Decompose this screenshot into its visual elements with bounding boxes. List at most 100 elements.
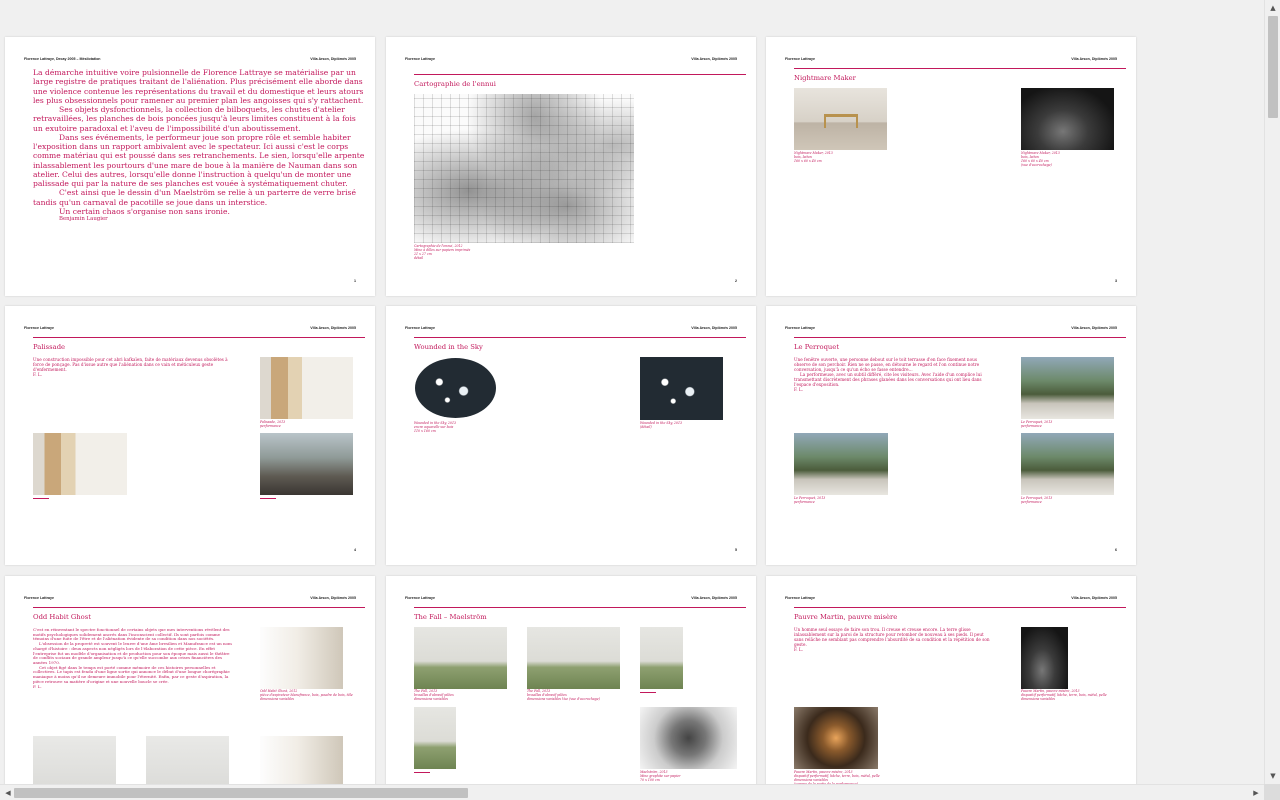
header-rule	[414, 607, 746, 608]
page-3: Florence Lattraye Villa Arson, Diplômés …	[766, 37, 1136, 296]
page-2: Florence Lattraye Villa Arson, Diplômés …	[386, 37, 756, 296]
header-rule	[794, 607, 1126, 608]
page-header-left: Florence Lattraye	[785, 57, 815, 61]
artwork-image	[640, 357, 723, 420]
page-title: Le Perroquet	[794, 343, 840, 351]
page-number: 6	[1115, 548, 1117, 552]
artwork-image	[640, 627, 683, 689]
caption-rule	[414, 772, 430, 773]
intro-paragraph: Un certain chaos s'organise non sans iro…	[59, 206, 230, 216]
artwork-caption: Pauvre Martin, pauvre misère, 2013 dispos…	[794, 770, 880, 784]
page-header-left: Florence Lattraye	[785, 326, 815, 330]
artwork-caption: Wounded in the Sky, 2013 (détail)	[640, 421, 683, 429]
vertical-scroll-thumb[interactable]	[1268, 16, 1278, 118]
intro-paragraph: Dans ses événements, le performeur joue …	[33, 132, 365, 188]
intro-paragraph: C'est ainsi que le dessin d'un Maelström…	[33, 188, 356, 207]
artwork-image	[1021, 627, 1068, 689]
page-header-left: Florence Lattraye	[785, 596, 815, 600]
artwork-image	[33, 433, 127, 495]
page-header-left: Florence Lattraye	[405, 57, 435, 61]
scrollbar-corner	[1264, 784, 1280, 800]
page-number: 5	[735, 548, 737, 552]
page-7: Florence Lattraye Villa Arson, Diplômés …	[5, 576, 375, 784]
artwork-text: Une fenêtre ouverte, une personne debout…	[794, 357, 982, 392]
artwork-caption: Maelström, 2013 Mine graphite sur papier 7…	[640, 770, 681, 782]
page-title: Wounded in the Sky	[414, 343, 483, 351]
artwork-image	[1021, 357, 1114, 419]
artwork-image	[527, 627, 620, 689]
artwork-caption: Le Perroquet, 2013 performance	[1021, 420, 1053, 428]
artwork-image	[146, 736, 229, 784]
artwork-caption: Nightmare Maker, 2013 bois, laiton 160 x 6…	[794, 151, 833, 163]
page-header-right: Villa Arson, Diplômés 2005	[691, 57, 737, 61]
author-name: Benjamin Laugier	[59, 216, 108, 222]
header-rule	[794, 68, 1126, 69]
scroll-left-arrow-icon[interactable]: ◀	[5, 789, 11, 797]
artwork-image	[260, 357, 353, 419]
page-header-right: Villa Arson, Diplômés 2005	[691, 596, 737, 600]
artwork-image	[794, 707, 878, 769]
scroll-up-arrow-icon[interactable]: ▲	[1270, 4, 1276, 12]
page-title: Cartographie de l'ennui	[414, 80, 496, 88]
page-6: Florence Lattraye Villa Arson, Diplômés …	[766, 306, 1136, 565]
scroll-right-arrow-icon[interactable]: ▶	[1253, 789, 1259, 797]
page-title: Odd Habit Ghost	[33, 613, 91, 621]
artwork-caption: Cartographie de l'ennui, 2012 Mine à dill…	[414, 244, 471, 260]
caption-rule	[640, 692, 656, 693]
header-rule	[33, 337, 365, 338]
horizontal-scroll-thumb[interactable]	[14, 788, 468, 798]
vertical-scrollbar[interactable]: ▲ ▼	[1264, 0, 1280, 784]
caption-rule	[33, 498, 49, 499]
artwork-image	[260, 627, 343, 689]
document-viewer[interactable]: Florence Lattraye, Decay 2005 – Mésilota…	[0, 0, 1264, 784]
artwork-caption: Palissade, 2013 performance	[260, 420, 286, 428]
artwork-caption: Pauvre Martin, pauvre misère, 2013 dispos…	[1021, 689, 1107, 701]
artwork-image	[260, 433, 353, 495]
artwork-caption: Le Perroquet, 2013 performance	[1021, 496, 1053, 504]
page-header-right: Villa Arson, Diplômés 2005	[1071, 57, 1117, 61]
artwork-image	[33, 736, 116, 784]
page-number: 4	[354, 548, 356, 552]
artwork-text: Une construction impossible pour cet abr…	[33, 357, 228, 377]
page-9: Florence Lattraye Villa Arson, Diplômés …	[766, 576, 1136, 784]
horizontal-scrollbar[interactable]: ◀ ▶	[0, 784, 1264, 800]
artwork-caption: The Fall, 2013 brouillas d'abrasif pilées…	[414, 689, 454, 701]
intro-paragraph: Ses objets dysfonctionnels, la collectio…	[33, 105, 356, 133]
page-5: Florence Lattraye Villa Arson, Diplômés …	[386, 306, 756, 565]
artwork-text: C'est en réinventant le spectre fonction…	[33, 627, 232, 689]
page-header-left: Florence Lattraye	[24, 326, 54, 330]
artwork-image	[640, 707, 737, 769]
header-rule	[414, 337, 746, 338]
intro-text: La démarche intuitive voire pulsionnelle…	[33, 68, 367, 223]
page-header-left: Florence Lattraye	[405, 326, 435, 330]
artwork-text: Un homme seul essaye de faire son trou. …	[794, 627, 990, 652]
page-header-right: Villa Arson, Diplômés 2005	[1071, 596, 1117, 600]
page-title: Palissade	[33, 343, 66, 351]
page-header-right: Villa Arson, Diplômés 2005	[1071, 326, 1117, 330]
header-rule	[33, 607, 365, 608]
page-title: Pauvre Martin, pauvre misère	[794, 613, 898, 621]
page-header-left: Florence Lattraye	[24, 596, 54, 600]
artwork-image	[1021, 88, 1114, 150]
header-rule	[794, 337, 1126, 338]
artwork-caption: Nightmare Maker, 2013 bois, laiton 160 x 6…	[1021, 151, 1060, 167]
artwork-image	[794, 433, 888, 495]
page-header-left: Florence Lattraye, Decay 2005 – Mésilota…	[24, 57, 101, 61]
artwork-caption: Wounded in the Sky, 2013 encre aquarelle …	[414, 421, 457, 433]
page-4: Florence Lattraye Villa Arson, Diplômés …	[5, 306, 375, 565]
caption-rule	[260, 498, 276, 499]
artwork-image	[414, 94, 634, 243]
page-1: Florence Lattraye, Decay 2005 – Mésilota…	[5, 37, 375, 296]
page-header-right: Villa Arson, Diplômés 2005	[310, 326, 356, 330]
page-title: Nightmare Maker	[794, 74, 856, 82]
page-header-right: Villa Arson, Diplômés 2005	[691, 326, 737, 330]
artwork-image	[260, 736, 343, 784]
artwork-caption: Odd Habit Ghost, 2012 pièce d'aspirateur …	[260, 689, 353, 701]
intro-paragraph: La démarche intuitive voire pulsionnelle…	[33, 68, 364, 105]
page-header-right: Villa Arson, Diplômés 2005	[310, 596, 356, 600]
page-number: 2	[735, 279, 737, 283]
page-header-left: Florence Lattraye	[405, 596, 435, 600]
scroll-down-arrow-icon[interactable]: ▼	[1270, 772, 1276, 780]
artwork-image	[414, 357, 497, 420]
artwork-caption: The Fall, 2013 brouillas d'abrasif pilées…	[527, 689, 600, 701]
